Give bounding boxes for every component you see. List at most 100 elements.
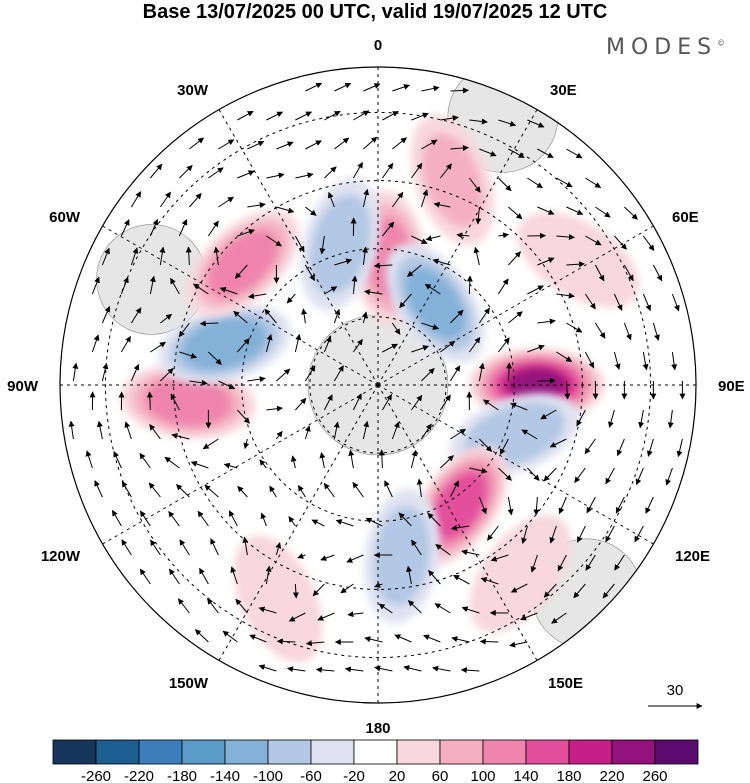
lon-label-90e: 90E	[718, 378, 745, 395]
wind-vector	[432, 665, 451, 672]
wind-vector	[527, 177, 543, 189]
wind-vector	[160, 313, 173, 324]
lon-label-30e: 30E	[550, 82, 577, 99]
wind-vector	[286, 666, 306, 673]
wind-vector	[264, 308, 277, 324]
wind-vector	[139, 510, 151, 527]
wind-vector	[177, 598, 190, 614]
wind-vector	[361, 311, 368, 324]
wind-vector	[362, 188, 370, 208]
wind-vector	[323, 482, 335, 498]
wind-vector	[381, 221, 395, 237]
wind-vector	[353, 110, 370, 121]
wind-vector	[294, 333, 302, 353]
brand-logo: MODES©	[606, 35, 725, 60]
wind-vector	[327, 191, 335, 208]
wind-vector	[363, 136, 378, 150]
wind-vector	[190, 461, 209, 469]
wind-vector	[468, 336, 481, 353]
wind-vector	[266, 235, 282, 247]
wind-vector	[317, 612, 335, 621]
colorbar-label-4: -100	[253, 768, 283, 783]
wind-vector	[213, 246, 220, 266]
wind-vector	[549, 438, 567, 448]
anomaly-center-9	[158, 304, 291, 384]
wind-vector	[242, 536, 249, 556]
wind-vector	[323, 335, 332, 353]
colorbar-swatch-1	[95, 739, 140, 765]
wind-vector	[506, 362, 513, 382]
wind-vector	[290, 455, 297, 469]
wind-vector	[276, 368, 291, 382]
wind-vector	[642, 235, 655, 252]
wind-vector	[391, 322, 401, 335]
colorbar-label-1: -220	[124, 768, 154, 783]
wind-vector	[378, 603, 393, 614]
wind-vector	[576, 409, 586, 427]
wind-vector	[585, 177, 602, 189]
wind-vector	[120, 219, 130, 237]
wind-vector	[543, 583, 557, 598]
wind-vector	[537, 318, 556, 325]
wind-vector	[497, 337, 510, 353]
wind-vector	[469, 467, 488, 474]
wind-vector	[324, 166, 337, 179]
wind-vector	[208, 351, 222, 365]
wind-vector	[315, 666, 335, 673]
wind-vector	[421, 139, 438, 150]
wind-vector	[248, 293, 267, 300]
wind-vector	[292, 583, 299, 599]
wind-vector	[602, 583, 615, 599]
wind-vector	[635, 467, 644, 486]
wind-vector	[573, 583, 586, 599]
wind-vector	[305, 140, 322, 150]
wind-vector	[527, 119, 545, 128]
wind-vector	[258, 606, 277, 614]
wind-vector	[410, 449, 418, 469]
wind-vector	[421, 322, 440, 330]
wind-vector	[266, 111, 284, 121]
wind-vector	[202, 438, 219, 450]
wind-vector	[207, 598, 219, 614]
wind-vector	[479, 148, 497, 157]
wind-vector	[297, 553, 306, 559]
wind-vector	[533, 496, 540, 516]
wind-vector	[665, 467, 673, 486]
wind-vector	[365, 517, 383, 527]
wind-vector	[420, 189, 429, 208]
colorbar-label-12: 220	[599, 768, 624, 783]
colorbar-swatch-8	[396, 739, 441, 765]
wind-vector	[450, 144, 469, 151]
wind-vector	[671, 293, 680, 312]
wind-vector	[288, 516, 296, 527]
wind-vector	[615, 496, 625, 514]
wind-vector	[179, 165, 193, 179]
wind-vector	[335, 519, 354, 527]
wind-vector	[247, 141, 265, 150]
wind-vector	[424, 283, 441, 295]
wind-vector	[577, 525, 586, 543]
wind-vector	[146, 391, 153, 411]
wind-vector	[312, 583, 325, 597]
wind-vector	[85, 450, 93, 469]
wind-vector	[96, 420, 103, 440]
wind-vector	[508, 251, 521, 266]
wind-vector	[121, 539, 132, 556]
wind-vector	[480, 577, 499, 585]
wind-vector	[479, 638, 499, 645]
wind-vector	[439, 394, 451, 411]
brand-text: MODES	[606, 35, 718, 60]
wind-vector	[149, 275, 156, 295]
wind-vector	[208, 167, 224, 179]
wind-vector	[498, 467, 512, 481]
wind-vector	[407, 600, 422, 614]
wind-vector	[411, 235, 428, 244]
wind-vector	[199, 320, 219, 327]
wind-vector	[394, 634, 412, 643]
wind-vector	[521, 525, 528, 544]
wind-vector	[381, 162, 394, 179]
wind-vector	[595, 206, 611, 218]
colorbar-swatch-9	[439, 739, 484, 765]
wind-vector	[566, 261, 585, 268]
colorbar-swatch-7	[353, 739, 398, 765]
